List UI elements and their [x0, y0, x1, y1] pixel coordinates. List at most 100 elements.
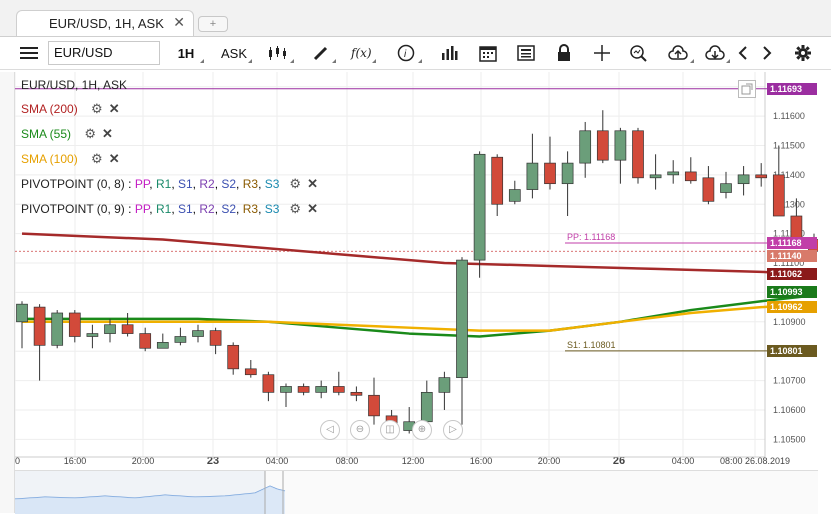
candle-down: [297, 386, 310, 393]
legend-pivot-0: PIVOTPOINT (0, 8) : PP, R1, S1, R2, S2, …: [21, 176, 318, 192]
period-button[interactable]: 1H: [166, 41, 206, 65]
zoom-in-button[interactable]: ⊕: [412, 420, 432, 440]
chevron-left-icon: ◁: [326, 424, 334, 435]
menu-button[interactable]: [14, 41, 44, 65]
candle-up: [614, 130, 627, 161]
chart-type-button[interactable]: [260, 41, 296, 65]
candle-down: [632, 130, 644, 179]
legend-pivot-comma: ,: [258, 177, 265, 191]
symbol-input[interactable]: EUR/USD: [48, 41, 160, 65]
zoom-icon: [630, 45, 647, 62]
legend-pivot-comma: ,: [236, 177, 243, 191]
next-button[interactable]: [756, 41, 778, 65]
legend-pivot-item-s3: S3: [264, 202, 280, 216]
close-icon[interactable]: ✕: [307, 201, 318, 216]
x-tick-label: 20:00: [132, 456, 155, 466]
calendar-button[interactable]: [472, 41, 504, 65]
plot-background: [15, 72, 765, 457]
y-tick-label: 1.10600: [773, 405, 806, 415]
price-label: 1.11693: [767, 82, 817, 95]
lock-button[interactable]: [548, 41, 580, 65]
price-label: 1.10993: [767, 286, 817, 299]
candle-up: [438, 377, 451, 393]
upload-button[interactable]: [660, 41, 696, 65]
add-tab-button[interactable]: +: [198, 16, 228, 32]
reset-zoom-button[interactable]: ◫: [380, 420, 400, 440]
candle-up: [174, 336, 187, 343]
tab-bar: EUR/USD, 1H, ASK ✕ +: [0, 0, 831, 37]
lock-icon: [558, 44, 570, 61]
bar-chart-icon: [442, 46, 458, 60]
price-chart[interactable]: 1.117001.116001.115001.114001.113001.112…: [15, 72, 818, 467]
candle-down: [491, 156, 504, 205]
gear-icon[interactable]: ⚙: [91, 151, 103, 166]
legend-pivot-item-s2: S2: [221, 177, 237, 191]
tab-eurusd[interactable]: EUR/USD, 1H, ASK ✕: [16, 10, 194, 36]
legend-pivot-item-r1: R1: [155, 177, 172, 191]
legend-sma55: SMA (55) ⚙ ✕: [21, 126, 113, 142]
legend-pivot-item-r1: R1: [155, 202, 172, 216]
zoom-button[interactable]: [622, 41, 654, 65]
x-tick-label: 04:00: [266, 456, 289, 466]
legend-pivot-item-r2: R2: [199, 202, 215, 216]
legend-pivot-comma: ,: [214, 177, 222, 191]
price-label: 1.11062: [767, 268, 817, 281]
legend-pivot-item-r3: R3: [242, 202, 259, 216]
close-icon[interactable]: ✕: [108, 151, 120, 166]
legend-pivot-item-s1: S1: [177, 177, 193, 191]
gear-icon[interactable]: ⚙: [289, 176, 302, 191]
zoom-out-button[interactable]: ⊖: [350, 420, 370, 440]
legend-pivot-item-s2: S2: [221, 202, 237, 216]
y-tick-label: 1.11200: [773, 229, 805, 239]
legend-pivot-comma: ,: [192, 202, 200, 216]
candle-down: [209, 330, 222, 346]
legend-pivot-separator: :: [128, 202, 135, 216]
price-side-button[interactable]: ASK: [214, 41, 254, 65]
gear-icon[interactable]: ⚙: [289, 201, 302, 216]
gear-icon[interactable]: ⚙: [91, 101, 103, 116]
popout-button[interactable]: [738, 80, 756, 98]
candle-up: [104, 324, 116, 334]
candle-up: [86, 333, 99, 337]
draw-button[interactable]: [304, 41, 338, 65]
legend-pivot-item-pp: PP: [134, 177, 150, 191]
candle-up: [456, 259, 468, 378]
pp-annotation: PP: 1.11168: [567, 232, 615, 242]
hamburger-icon: [20, 47, 38, 59]
legend-pivot-comma: ,: [171, 177, 178, 191]
candle-down: [755, 174, 768, 179]
navigator-pane[interactable]: [15, 470, 818, 514]
price-label: 1.11140: [767, 250, 817, 263]
gear-icon[interactable]: ⚙: [84, 126, 97, 141]
legend-pivot-comma: ,: [258, 202, 265, 216]
y-tick-label: 1.10900: [773, 317, 806, 327]
chevron-right-icon: [763, 46, 772, 60]
settings-button[interactable]: [790, 41, 816, 65]
legend-title: EUR/USD, 1H, ASK: [21, 78, 128, 92]
candle-down: [368, 394, 380, 417]
news-button[interactable]: [510, 41, 542, 65]
info-button[interactable]: i: [388, 41, 424, 65]
sma-line: [21, 232, 815, 277]
scroll-left-button[interactable]: ◁: [320, 420, 340, 440]
x-tick-label: 0: [15, 456, 20, 466]
candle-up: [508, 189, 521, 202]
toolbar: EUR/USD 1H ASK f(x) i: [0, 37, 831, 70]
scroll-right-button[interactable]: ▷: [443, 420, 463, 440]
indicators-button[interactable]: f(x): [344, 41, 378, 65]
y-tick-label: 1.10500: [773, 434, 806, 444]
close-icon[interactable]: ✕: [102, 126, 113, 141]
volume-button[interactable]: [432, 41, 466, 65]
price-label: 1.11168: [767, 237, 817, 250]
close-icon[interactable]: ✕: [108, 101, 120, 116]
download-button[interactable]: [698, 41, 732, 65]
crosshair-button[interactable]: [586, 41, 618, 65]
close-icon[interactable]: ✕: [307, 176, 318, 191]
info-icon: i: [397, 44, 415, 62]
chevron-left-icon: [738, 46, 747, 60]
prev-button[interactable]: [732, 41, 754, 65]
crosshair-icon: [594, 45, 610, 61]
candle-up: [667, 171, 680, 176]
candle-up: [579, 130, 592, 164]
close-icon[interactable]: ✕: [173, 14, 185, 30]
